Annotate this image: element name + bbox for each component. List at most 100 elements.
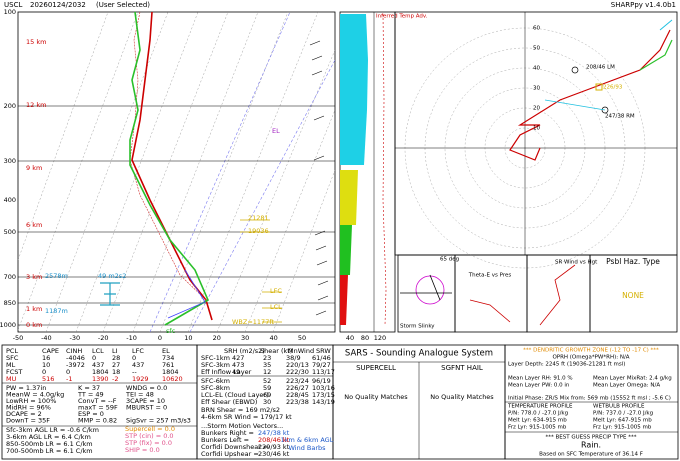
kin-cell: 52 — [263, 377, 271, 385]
skewt: EL 21281 19036 LFC LCL WBZ=1177ft 2578m … — [17, 11, 336, 335]
height-label: 0 km — [26, 321, 42, 329]
kin-header: SRH (m2/s2) — [224, 347, 265, 355]
kin-cell: 103/16 — [312, 384, 335, 392]
thermo-cell: 28 — [112, 354, 120, 362]
dgz-bottom: 19036 — [248, 227, 269, 235]
lapse-rate: 3-6km AGL LR = 6.4 C/km — [6, 433, 91, 441]
height-label: 9 km — [26, 164, 42, 172]
level-markers — [240, 219, 282, 323]
thermo-header: LI — [112, 347, 118, 355]
sfc-label: sfc — [166, 327, 176, 335]
eff-top: 2578m — [45, 272, 68, 280]
temp-label: 20 — [213, 334, 221, 342]
barbs-note: 1km & 6km AGL — [281, 436, 334, 444]
thermo-cell: 1804 — [92, 368, 109, 376]
index: PW = 1.37in — [6, 384, 46, 392]
index: MeanW = 4.0g/kg — [6, 391, 64, 399]
thermo-cell: MU — [6, 375, 17, 383]
lfc-label: LFC — [270, 287, 282, 295]
ring-label: 20 — [533, 106, 540, 112]
kin-cell: 38/9 — [286, 354, 301, 362]
ring-label: 30 — [533, 86, 540, 92]
motion-value: 247/38 kt — [258, 429, 290, 437]
thermo-cell: 10620 — [162, 375, 183, 383]
pressure-label: 1000 — [0, 321, 16, 329]
wind-barbs — [309, 40, 329, 316]
skewt-frame — [17, 11, 336, 333]
thermo-cell: -2 — [112, 375, 118, 383]
height-label: 6 km — [26, 221, 42, 229]
lapse-rate: Sfc-3km AGL LR = -0.6 C/km — [6, 426, 99, 434]
kin-cell: 473 — [232, 361, 244, 369]
thermo-cell: 0 — [92, 354, 96, 362]
eff-bottom: 1187m — [45, 307, 68, 315]
thermo-cell: ML — [6, 361, 16, 369]
barbs-note: Wind Barbs — [288, 444, 326, 452]
kin-cell: 49 — [232, 368, 240, 376]
thermo-cell: 27 — [112, 361, 120, 369]
index: maxT = 59F — [78, 404, 118, 412]
ship: SHIP = 0.0 — [125, 446, 160, 454]
kin-cell: 96/19 — [312, 377, 331, 385]
kin-cell: 59 — [263, 384, 271, 392]
hazard-title: Psbl Haz. Type — [606, 257, 660, 266]
lapse-rate: 850-500mb LR = 6.1 C/km — [6, 440, 93, 448]
lapse-rate: 700-500mb LR = 6.1 C/km — [6, 447, 93, 455]
ring-label: 50 — [533, 46, 540, 52]
index: ConvT = --F — [78, 397, 117, 405]
kin-cell: 23 — [263, 354, 271, 362]
thermo-cell: 18 — [112, 368, 120, 376]
temp-label: -40 — [41, 334, 52, 342]
stp-cin: STP (cin) = 0.0 — [125, 432, 174, 440]
thermo-cell: 1804 — [162, 368, 179, 376]
kin-header: Shear (kt) — [260, 347, 292, 355]
hazard: NONE — [622, 291, 644, 300]
pressure-label: 400 — [4, 196, 16, 204]
profile: TEMPERATURE PROFILE — [507, 404, 573, 410]
thermo-cell: -3972 — [66, 361, 85, 369]
sr-wind: 4-6km SR Wind = 179/17 kt — [201, 413, 292, 421]
profile: P/N: 737.0 / -27.0 J/kg — [593, 411, 653, 417]
temperature-profile — [131, 11, 213, 321]
thermo-cell: SFC — [6, 354, 19, 362]
profile: Frz Lyr: 915-1005 mb — [593, 425, 652, 431]
thermo-header: PCL — [6, 347, 18, 355]
thermo-cell: 437 — [92, 361, 104, 369]
motion-value: 230/46 kt — [258, 450, 290, 458]
ring-label: 40 — [533, 66, 540, 72]
pressure-label: 300 — [4, 157, 16, 165]
temp-label: 40 — [269, 334, 277, 342]
thermo-cell: 16 — [42, 354, 50, 362]
supercell: Supercell = 0.0 — [125, 425, 175, 433]
station: USCL — [4, 1, 22, 9]
kin-cell: 228/45 — [286, 391, 309, 399]
kin-cell: 222/30 — [286, 368, 309, 376]
speed-label: 40 — [346, 334, 354, 342]
profile: Melt Lyr: 634-915 mb — [508, 418, 567, 424]
lcl-label: LCL — [270, 303, 282, 311]
thermo-cell: FCST — [6, 368, 22, 376]
kin-cell: SFC-8km — [201, 384, 230, 392]
index: WNDG = 0.0 — [126, 384, 167, 392]
temp-label: 30 — [241, 334, 249, 342]
kin-cell: SFC-1km — [201, 354, 230, 362]
thermo-cell: 761 — [162, 361, 174, 369]
slinky-angle: 65 deg — [440, 257, 459, 263]
corfidi-label: 226/93 — [603, 85, 623, 91]
pressure-label: 850 — [4, 299, 16, 307]
dewpoint-profile — [129, 11, 210, 326]
sars-hail: SGFNT HAIL — [441, 364, 483, 372]
temp-adv-title: Inferred Temp Adv. — [376, 14, 428, 20]
index: SigSvr = 257 m3/s3 — [126, 417, 191, 425]
eff-inflow-bar — [100, 282, 120, 306]
kin-cell: 427 — [232, 354, 244, 362]
kin-cell: 113/17 — [312, 368, 335, 376]
precip-title: *** BEST GUESS PRECIP TYPE *** — [546, 435, 637, 441]
pressure-label: 200 — [4, 102, 16, 110]
theta-title: Theta-E vs Pres — [468, 273, 512, 279]
speed-label: 80 — [361, 334, 369, 342]
profile: P/N: 778.0 / -27.0 J/kg — [508, 411, 568, 417]
header: USCL 20260124/2032 (User Selected) SHARP… — [4, 1, 676, 9]
index: MMP = 0.82 — [78, 417, 117, 425]
dgz-top: 21281 — [248, 214, 269, 222]
